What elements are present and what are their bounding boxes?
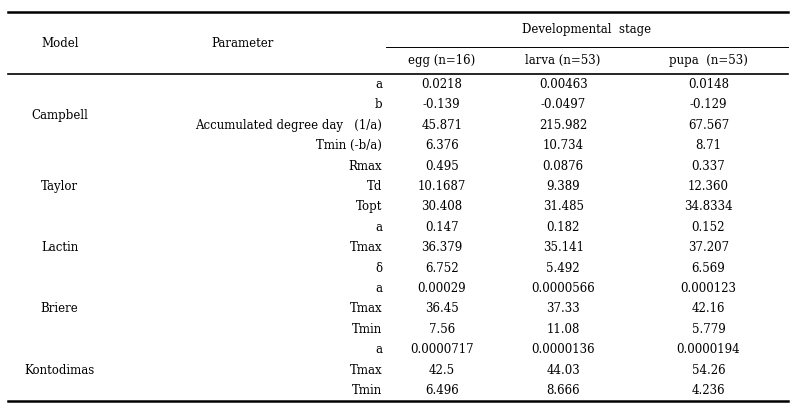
Text: 42.16: 42.16 bbox=[692, 302, 725, 316]
Text: 0.495: 0.495 bbox=[425, 159, 458, 173]
Text: 4.236: 4.236 bbox=[692, 384, 725, 397]
Text: Model: Model bbox=[41, 37, 79, 50]
Text: Lactin: Lactin bbox=[41, 241, 78, 254]
Text: 37.33: 37.33 bbox=[546, 302, 580, 316]
Text: Tmax: Tmax bbox=[349, 241, 382, 254]
Text: 5.779: 5.779 bbox=[692, 323, 725, 336]
Text: a: a bbox=[375, 282, 382, 295]
Text: a: a bbox=[375, 343, 382, 356]
Text: 0.0000717: 0.0000717 bbox=[410, 343, 474, 356]
Text: 35.141: 35.141 bbox=[543, 241, 583, 254]
Text: 44.03: 44.03 bbox=[546, 363, 580, 377]
Text: 45.871: 45.871 bbox=[421, 119, 462, 132]
Text: Parameter: Parameter bbox=[212, 37, 274, 50]
Text: 42.5: 42.5 bbox=[429, 363, 455, 377]
Text: pupa  (n=53): pupa (n=53) bbox=[669, 55, 748, 67]
Text: egg (n=16): egg (n=16) bbox=[408, 55, 475, 67]
Text: 10.734: 10.734 bbox=[543, 139, 583, 152]
Text: Taylor: Taylor bbox=[41, 180, 78, 193]
Text: 31.485: 31.485 bbox=[543, 200, 583, 214]
Text: 0.0148: 0.0148 bbox=[688, 78, 729, 91]
Text: δ: δ bbox=[375, 261, 382, 275]
Text: Td: Td bbox=[367, 180, 382, 193]
Text: 0.0000136: 0.0000136 bbox=[532, 343, 595, 356]
Text: 0.182: 0.182 bbox=[547, 221, 579, 234]
Text: 36.379: 36.379 bbox=[421, 241, 462, 254]
Text: 6.752: 6.752 bbox=[425, 261, 458, 275]
Text: 9.389: 9.389 bbox=[546, 180, 580, 193]
Text: 215.982: 215.982 bbox=[539, 119, 587, 132]
Text: 7.56: 7.56 bbox=[429, 323, 455, 336]
Text: 0.0000566: 0.0000566 bbox=[531, 282, 595, 295]
Text: 54.26: 54.26 bbox=[692, 363, 725, 377]
Text: 0.0000194: 0.0000194 bbox=[677, 343, 740, 356]
Text: 0.147: 0.147 bbox=[425, 221, 458, 234]
Text: Developmental  stage: Developmental stage bbox=[522, 24, 652, 36]
Text: Rmax: Rmax bbox=[349, 159, 382, 173]
Text: 6.569: 6.569 bbox=[692, 261, 725, 275]
Text: 30.408: 30.408 bbox=[421, 200, 462, 214]
Text: 34.8334: 34.8334 bbox=[684, 200, 733, 214]
Text: Kontodimas: Kontodimas bbox=[25, 363, 95, 377]
Text: Topt: Topt bbox=[356, 200, 382, 214]
Text: 37.207: 37.207 bbox=[688, 241, 729, 254]
Text: 0.337: 0.337 bbox=[692, 159, 725, 173]
Text: 5.492: 5.492 bbox=[546, 261, 580, 275]
Text: Tmin: Tmin bbox=[352, 384, 382, 397]
Text: -0.0497: -0.0497 bbox=[540, 98, 586, 112]
Text: Briere: Briere bbox=[41, 302, 79, 316]
Text: -0.129: -0.129 bbox=[689, 98, 728, 112]
Text: 36.45: 36.45 bbox=[425, 302, 458, 316]
Text: 0.0876: 0.0876 bbox=[543, 159, 583, 173]
Text: 0.0218: 0.0218 bbox=[421, 78, 462, 91]
Text: 0.00029: 0.00029 bbox=[417, 282, 466, 295]
Text: a: a bbox=[375, 221, 382, 234]
Text: Campbell: Campbell bbox=[31, 109, 88, 121]
Text: Tmin (-b/a): Tmin (-b/a) bbox=[316, 139, 382, 152]
Text: b: b bbox=[374, 98, 382, 112]
Text: 8.71: 8.71 bbox=[696, 139, 721, 152]
Text: Accumulated degree day   (1/a): Accumulated degree day (1/a) bbox=[195, 119, 382, 132]
Text: 6.376: 6.376 bbox=[425, 139, 458, 152]
Text: 0.00463: 0.00463 bbox=[539, 78, 587, 91]
Text: 6.496: 6.496 bbox=[425, 384, 458, 397]
Text: Tmax: Tmax bbox=[349, 363, 382, 377]
Text: 8.666: 8.666 bbox=[546, 384, 580, 397]
Text: Tmin: Tmin bbox=[352, 323, 382, 336]
Text: 10.1687: 10.1687 bbox=[418, 180, 466, 193]
Text: 0.000123: 0.000123 bbox=[681, 282, 736, 295]
Text: a: a bbox=[375, 78, 382, 91]
Text: 12.360: 12.360 bbox=[688, 180, 729, 193]
Text: -0.139: -0.139 bbox=[423, 98, 461, 112]
Text: Tmax: Tmax bbox=[349, 302, 382, 316]
Text: larva (n=53): larva (n=53) bbox=[525, 55, 601, 67]
Text: 67.567: 67.567 bbox=[688, 119, 729, 132]
Text: 11.08: 11.08 bbox=[547, 323, 579, 336]
Text: 0.152: 0.152 bbox=[692, 221, 725, 234]
